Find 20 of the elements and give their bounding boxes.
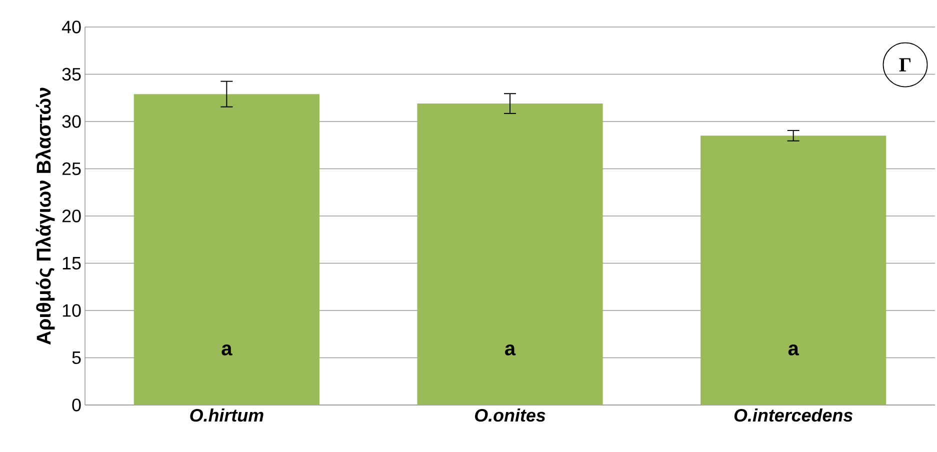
annotation: a: [505, 344, 516, 356]
y-tick-label: 40: [62, 20, 81, 34]
x-tick-label: O.onites: [475, 408, 546, 422]
y-tick-label: 30: [62, 115, 81, 128]
y-axis-title: Αριθμός Πλάγιων Βλαστών: [36, 88, 55, 345]
y-tick-label: 20: [62, 210, 81, 222]
x-tick-label: O.intercedens: [734, 408, 853, 422]
annotation: Γ: [899, 58, 911, 72]
annotation: a: [222, 344, 232, 356]
y-tick-label: 25: [62, 162, 81, 176]
bar: [417, 104, 603, 405]
x-tick-label: O.hirtum: [190, 408, 264, 422]
annotation: a: [788, 344, 800, 356]
y-tick-label: 15: [62, 256, 81, 270]
bar: [134, 94, 320, 405]
bar: [700, 136, 886, 405]
y-tick-label: 35: [62, 68, 81, 81]
y-tick-label: 0: [72, 398, 81, 412]
y-tick-label: 10: [62, 304, 81, 317]
y-tick-label: 5: [72, 351, 81, 364]
